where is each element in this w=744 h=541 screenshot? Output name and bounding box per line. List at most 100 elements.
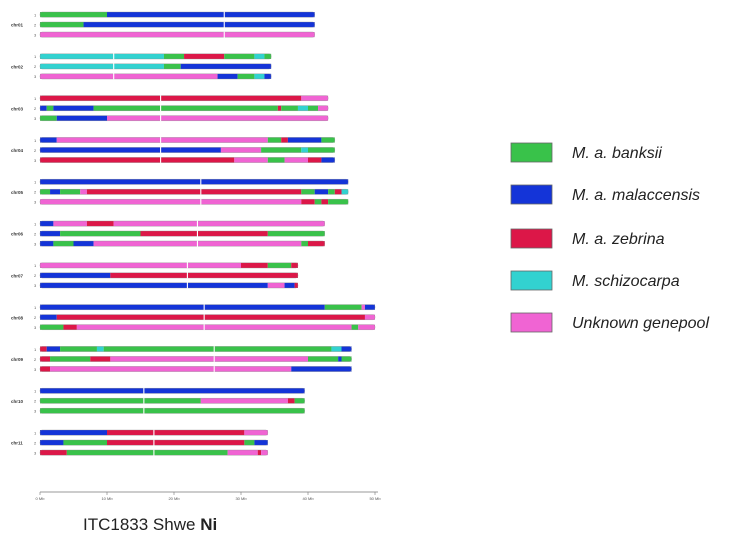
chromosome-label: chr06 <box>11 232 24 237</box>
segment-unknown <box>301 95 329 101</box>
segment-malaccensis <box>50 189 61 195</box>
haplotype-outline <box>39 262 299 269</box>
chromosome-label: chr09 <box>11 357 24 362</box>
haplotype-label: 3 <box>34 74 37 79</box>
caption-suffix: Ni <box>200 515 217 534</box>
segment-malaccensis <box>254 440 268 446</box>
haplotype-outline <box>39 220 325 227</box>
segment-unknown <box>358 324 375 330</box>
chromosome-chr02: chr02 1 2 3 <box>11 53 272 80</box>
segment-malaccensis <box>180 63 272 69</box>
haplotype-outline <box>39 282 299 289</box>
segment-banksii <box>301 241 308 247</box>
segment-banksii <box>40 189 51 195</box>
haplotype-label: 1 <box>34 54 37 59</box>
segment-banksii <box>46 105 54 111</box>
segment-zebrina <box>140 231 268 237</box>
haplotype-label: 3 <box>34 325 37 330</box>
segment-banksii <box>294 398 305 404</box>
segment-malaccensis <box>364 304 375 310</box>
legend-item-schizocarpa: M. schizocarpa <box>510 270 680 291</box>
segment-malaccensis <box>56 115 107 121</box>
segment-malaccensis <box>321 157 335 163</box>
haplotype-outline <box>39 366 352 372</box>
segment-zebrina <box>40 157 235 163</box>
segment-zebrina <box>287 398 295 404</box>
haplotype-label: 1 <box>34 180 37 185</box>
segment-banksii <box>301 189 315 195</box>
haplotype-outline <box>39 147 335 153</box>
chromosome-label: chr11 <box>11 441 23 446</box>
segment-unknown <box>220 147 262 153</box>
segment-malaccensis <box>40 282 268 288</box>
legend-swatch-unknown <box>510 312 553 333</box>
segment-unknown <box>50 366 292 372</box>
chromosome-label: chr02 <box>11 65 24 70</box>
segment-malaccensis <box>40 430 107 436</box>
segment-malaccensis <box>291 366 352 372</box>
segment-banksii <box>308 105 319 111</box>
segment-banksii <box>40 22 84 28</box>
segment-banksii <box>244 440 255 446</box>
segment-banksii <box>224 53 255 59</box>
haplotype-label: 3 <box>34 32 37 37</box>
segment-zebrina <box>107 430 245 436</box>
segment-banksii <box>66 450 228 456</box>
haplotype-outline <box>39 199 349 205</box>
segment-zebrina <box>334 189 342 195</box>
legend: M. a. banksii M. a. malaccensis M. a. ze… <box>510 142 709 333</box>
haplotype-label: 2 <box>34 231 37 236</box>
segment-unknown <box>234 157 268 163</box>
segment-banksii <box>40 12 107 18</box>
haplotype-label: 3 <box>34 241 37 246</box>
segment-malaccensis <box>53 105 94 111</box>
segment-banksii <box>321 137 335 143</box>
segment-malaccensis <box>83 22 315 28</box>
haplotype-label: 3 <box>34 158 37 163</box>
haplotype-label: 3 <box>34 409 37 414</box>
haplotype-label: 3 <box>34 200 37 205</box>
segment-malaccensis <box>107 12 315 18</box>
x-tick-label: 10 Mb <box>101 496 113 501</box>
chromosome-label: chr04 <box>11 148 24 153</box>
segment-schizocarpa <box>331 346 342 352</box>
haplotype-label: 3 <box>34 116 37 121</box>
segment-banksii <box>163 63 181 69</box>
segment-zebrina <box>40 356 51 362</box>
chromosome-label: chr10 <box>11 399 24 404</box>
segment-schizocarpa <box>297 105 308 111</box>
haplotype-outline <box>39 63 272 70</box>
segment-unknown <box>110 356 308 362</box>
legend-item-banksii: M. a. banksii <box>510 142 662 163</box>
caption-name: ITC1833 Shwe <box>83 515 200 534</box>
haplotype-label: 2 <box>34 399 37 404</box>
haplotype-outline <box>39 398 305 404</box>
segment-schizocarpa <box>301 147 308 153</box>
segment-banksii <box>63 440 107 446</box>
segment-banksii <box>328 189 335 195</box>
segment-zebrina <box>63 324 77 330</box>
chromosome-label: chr01 <box>11 23 24 28</box>
haplotype-label: 3 <box>34 367 37 372</box>
haplotype-outline <box>39 314 376 320</box>
segment-unknown <box>40 73 218 79</box>
segment-zebrina <box>40 95 302 101</box>
segment-banksii <box>40 115 57 121</box>
segment-malaccensis <box>40 147 221 153</box>
segment-malaccensis <box>40 137 57 143</box>
segment-banksii <box>267 157 285 163</box>
segment-schizocarpa <box>40 53 164 59</box>
segment-zebrina <box>86 189 302 195</box>
haplotype-outline <box>39 189 349 195</box>
haplotype-label: 1 <box>34 221 37 226</box>
x-axis: 0 Mb 10 Mb 20 Mb 30 Mb 40 Mb 50 Mb <box>36 491 381 501</box>
haplotype-outline <box>39 240 325 247</box>
haplotype-label: 2 <box>34 315 37 320</box>
legend-swatch-malaccensis <box>510 184 553 205</box>
segment-malaccensis <box>40 221 54 227</box>
haplotype-label: 1 <box>34 12 37 17</box>
haplotype-label: 1 <box>34 263 37 268</box>
segment-unknown <box>53 221 87 227</box>
haplotype-label: 1 <box>34 138 37 143</box>
haplotype-label: 2 <box>34 106 37 111</box>
